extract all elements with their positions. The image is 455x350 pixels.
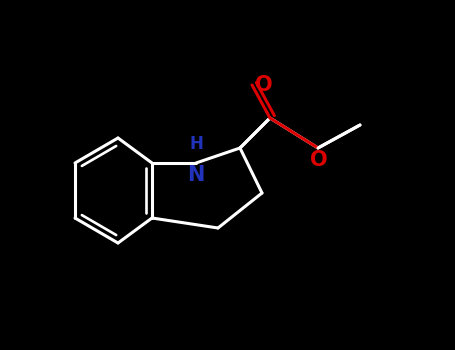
Text: N: N — [187, 165, 205, 185]
Text: H: H — [189, 135, 203, 153]
Text: O: O — [255, 75, 273, 95]
Text: O: O — [310, 150, 328, 170]
